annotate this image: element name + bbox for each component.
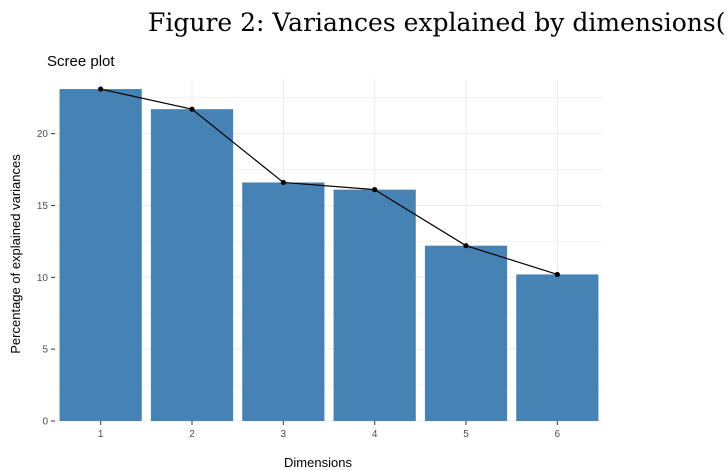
x-tick-label: 1 (98, 429, 104, 440)
y-tick-label: 5 (42, 345, 48, 356)
bar-5 (424, 245, 508, 421)
y-axis: 0 5 10 15 20 (37, 129, 55, 428)
trend-points (98, 86, 560, 278)
x-tick-label: 5 (463, 429, 469, 440)
y-tick-label: 0 (42, 417, 48, 428)
bar-3 (242, 182, 325, 421)
bars (59, 89, 599, 422)
trend-point-2 (189, 106, 195, 112)
bar-2 (150, 109, 234, 422)
trend-point-1 (98, 86, 104, 92)
trend-line (100, 88, 558, 276)
y-tick-label: 20 (37, 129, 49, 140)
x-tick-label: 4 (372, 429, 378, 440)
y-tick-label: 15 (37, 201, 49, 212)
trend-point-6 (554, 271, 560, 278)
chart-title: Scree plot (47, 53, 115, 70)
bar-4 (333, 189, 416, 421)
x-tick-label: 2 (189, 429, 195, 440)
trend-point-5 (463, 243, 469, 249)
x-axis-label: Dimensions (284, 455, 352, 470)
x-tick-label: 6 (555, 429, 561, 440)
x-tick-label: 3 (281, 429, 287, 440)
bar-6 (516, 274, 599, 421)
figure-caption: Figure 2: Variances explained by dimensi… (148, 8, 727, 37)
trend-point-3 (280, 179, 286, 186)
bar-1 (59, 89, 142, 421)
y-tick-label: 10 (37, 273, 49, 284)
trend-point-4 (372, 187, 378, 193)
y-axis-label: Percentage of explained variances (8, 154, 23, 354)
trend-polyline (100, 88, 558, 276)
x-axis: 1 2 3 4 5 6 (98, 421, 561, 440)
